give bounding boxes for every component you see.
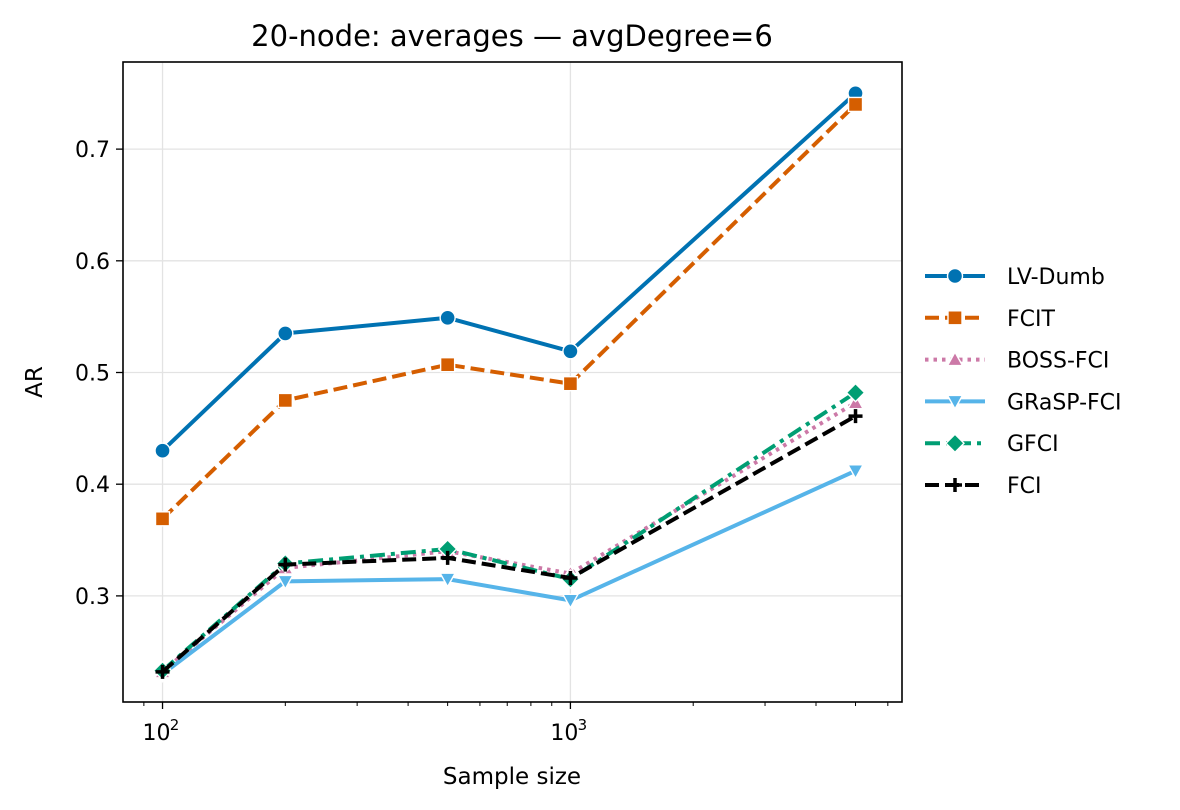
gridlines — [123, 62, 902, 702]
series-fci — [155, 409, 863, 679]
legend-swatch-marker — [947, 310, 963, 326]
y-tick-label: 0.4 — [75, 473, 110, 498]
legend: LV-Dumb FCIT BOSS-FCI GRaSP-FCI GFCI FCI — [925, 265, 1122, 499]
legend-label: GRaSP-FCI — [1007, 390, 1122, 415]
legend-label: GFCI — [1007, 432, 1059, 457]
data-point — [562, 375, 579, 392]
data-point — [277, 325, 294, 342]
axes: 0.30.40.50.60.710 2 10 3 — [75, 138, 889, 746]
legend-item: FCI — [925, 474, 1042, 499]
legend-swatch-marker — [946, 267, 964, 285]
y-tick-label: 0.7 — [75, 138, 110, 163]
legend-swatch-marker — [946, 350, 964, 367]
data-point — [154, 511, 171, 527]
data-point — [439, 356, 456, 373]
x-tick-label-exponent: 2 — [170, 716, 180, 734]
y-tick-label: 0.3 — [75, 585, 110, 610]
data-point — [278, 557, 293, 572]
legend-label: BOSS-FCI — [1007, 349, 1109, 374]
data-point — [438, 572, 457, 589]
chart-title: 20-node: averages — avgDegree=6 — [251, 19, 773, 53]
legend-swatch-marker — [948, 478, 962, 492]
series-fcit — [154, 96, 864, 527]
data-point — [562, 343, 579, 360]
data-point — [277, 392, 294, 409]
data-point — [439, 309, 456, 326]
y-tick-label: 0.5 — [75, 362, 110, 387]
data-point — [155, 664, 170, 679]
data-point — [561, 593, 580, 610]
legend-label: LV-Dumb — [1007, 265, 1105, 290]
data-point — [847, 96, 864, 113]
series-lines — [152, 85, 866, 684]
x-tick-label: 10 — [550, 721, 578, 746]
legend-item: BOSS-FCI — [925, 349, 1109, 374]
legend-label: FCIT — [1007, 307, 1056, 332]
x-axis-label: Sample size — [443, 764, 581, 790]
series-line — [161, 102, 857, 521]
data-point — [563, 571, 578, 586]
legend-label: FCI — [1007, 474, 1042, 499]
data-point — [276, 574, 295, 591]
series-line — [161, 390, 857, 673]
data-point — [848, 409, 863, 424]
legend-item: FCIT — [925, 307, 1056, 332]
y-tick-label: 0.6 — [75, 250, 110, 275]
x-tick-label-exponent: 3 — [578, 716, 588, 734]
legend-item: GRaSP-FCI — [925, 390, 1122, 415]
data-point — [845, 382, 866, 403]
data-point — [846, 464, 865, 480]
legend-item: GFCI — [925, 432, 1059, 457]
plot-frame — [122, 61, 903, 703]
legend-swatch-marker — [945, 433, 965, 454]
x-tick-label: 10 — [143, 721, 171, 746]
data-point — [440, 550, 455, 565]
legend-swatch-marker — [946, 394, 964, 411]
legend-item: LV-Dumb — [925, 265, 1105, 290]
data-point — [154, 442, 171, 459]
y-axis-label: AR — [22, 366, 48, 398]
